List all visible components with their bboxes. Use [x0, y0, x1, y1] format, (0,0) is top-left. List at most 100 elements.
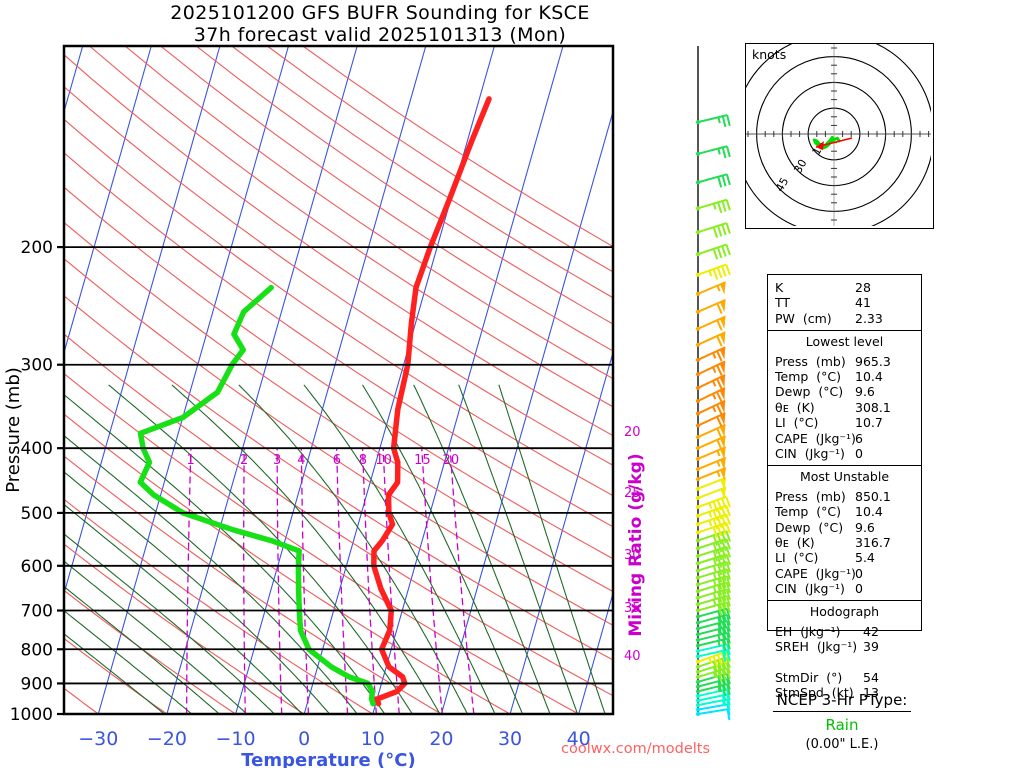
wind-barb-point	[696, 674, 700, 679]
wind-barb-full-feather	[721, 609, 727, 621]
mixing-ratio-tick-label: 2	[240, 453, 248, 468]
wind-barb-full-feather	[725, 264, 731, 276]
wind-barb-full-feather	[726, 644, 731, 656]
most-unstable-value: 9.6	[855, 519, 875, 535]
wind-barb-point	[696, 252, 700, 257]
wind-barb-point	[696, 632, 700, 637]
wind-barb-shaft	[697, 513, 727, 526]
lowest-level-row: θᴇ (K) 308.1	[775, 400, 921, 415]
wind-barb-point	[696, 513, 700, 518]
ptype-value: Rain	[825, 716, 859, 734]
wind-barb-point	[696, 180, 700, 185]
wind-barb-full-feather	[721, 200, 727, 212]
wind-barb-pennant	[719, 374, 726, 388]
dry-adiabat-line	[64, 85, 613, 466]
dry-adiabat-line	[64, 152, 613, 528]
dry-adiabat-line	[195, 46, 613, 325]
wind-barb-point	[696, 372, 700, 377]
mixing-ratio-tick-label: 15	[414, 453, 431, 468]
height-tick-label: 30	[624, 548, 641, 563]
wind-barb-full-feather	[716, 378, 723, 390]
wind-barb-half-feather	[711, 380, 717, 387]
hodograph-stat-value: 39	[863, 639, 879, 655]
wind-barb-full-feather	[725, 244, 731, 256]
hodograph-stat-row	[775, 655, 921, 670]
moist-adiabat-line	[64, 503, 303, 714]
wind-barb-half-feather	[708, 502, 713, 509]
wind-barb-point	[696, 291, 700, 296]
wind-barb-full-feather	[716, 247, 723, 259]
wind-barb-full-feather	[721, 650, 727, 662]
moist-adiabat-line	[64, 434, 358, 714]
wind-barb-half-feather	[708, 511, 713, 518]
moist-adiabat-line	[64, 533, 276, 714]
wind-barb-point	[696, 505, 700, 510]
wind-barb-full-feather	[717, 591, 723, 603]
wind-barb-shaft	[697, 575, 728, 586]
wind-barb-full-feather	[716, 416, 723, 428]
wind-barb-half-feather	[708, 657, 713, 664]
moist-adiabat-line	[171, 384, 441, 714]
wind-barb-full-feather	[725, 496, 731, 508]
most-unstable-label: Press (mb)	[775, 488, 846, 504]
lowest-level-value: 10.7	[855, 415, 883, 431]
pressure-tick-label: 1000	[10, 705, 53, 725]
wind-barb-shaft	[697, 387, 726, 402]
wind-barb-point	[696, 467, 700, 472]
wind-barb-full-feather	[721, 658, 727, 670]
wind-barb-pennant	[719, 316, 726, 330]
hodograph-stats-heading: Hodograph	[809, 604, 880, 620]
wind-barb-full-feather	[721, 555, 727, 567]
wind-barb-pennant	[720, 299, 726, 313]
wind-barb-full-feather	[712, 226, 719, 238]
wind-barb-full-feather	[721, 523, 727, 535]
wind-barb-point	[696, 694, 700, 699]
pressure-tick-label: 700	[21, 602, 53, 622]
height-tick-label: 25	[624, 486, 641, 501]
wind-barb-point	[696, 712, 700, 716]
hodograph-stat-value: 54	[863, 670, 879, 686]
temperature-tick-label: 20	[429, 728, 453, 750]
wind-barb-full-feather	[716, 364, 723, 376]
most-unstable-row: Temp (°C) 10.4	[775, 504, 921, 519]
moist-adiabat-line	[458, 384, 579, 714]
most-unstable-value: 5.4	[855, 550, 875, 566]
most-unstable-row: CAPE (Jkg⁻¹) 0	[775, 566, 921, 581]
watermark: coolwx.com/modelts	[561, 741, 711, 757]
wind-barb-full-feather	[726, 632, 731, 644]
wind-barb-half-feather	[712, 406, 717, 413]
wind-barb-full-feather	[725, 222, 731, 234]
wind-barb-full-feather	[712, 666, 719, 678]
lowest-level-label: θᴇ (K)	[775, 399, 815, 415]
hodograph-ring-label: 45	[773, 175, 791, 194]
wind-barb-full-feather	[721, 596, 727, 608]
wind-barb-full-feather	[725, 588, 731, 600]
mixing-ratio-tick-label: 1	[186, 453, 194, 468]
wind-barb-full-feather	[716, 391, 723, 403]
wind-barb-full-feather	[721, 175, 727, 187]
dry-adiabat-line	[64, 295, 613, 661]
wind-barb-point	[696, 614, 700, 619]
wind-barb-pennant	[720, 282, 726, 295]
wind-barb-full-feather	[721, 147, 727, 159]
wind-barb-full-feather	[721, 532, 727, 544]
wind-barb-half-feather	[712, 599, 717, 606]
wind-barb-full-feather	[716, 404, 723, 415]
wind-barb-full-feather	[717, 622, 723, 635]
wind-barb-point	[696, 446, 700, 451]
wind-barb-point	[696, 684, 700, 689]
hodograph-stat-row: SREH (Jkg⁻¹) 39	[775, 639, 921, 654]
wind-barb-full-feather	[717, 556, 723, 568]
isotherm-line	[166, 46, 358, 714]
wind-barb-full-feather	[725, 568, 731, 580]
wind-barb-full-feather	[726, 694, 731, 706]
wind-barb-full-feather	[721, 663, 727, 675]
wind-barb-half-feather	[712, 558, 717, 565]
wind-barb-full-feather	[721, 645, 727, 657]
dry-adiabat-line	[124, 46, 613, 380]
wind-barb-full-feather	[717, 681, 723, 693]
wind-barb-full-feather	[725, 530, 731, 542]
height-tick-label: 35	[624, 601, 641, 616]
title-line-2: 37h forecast valid 2025101313 (Mon)	[193, 24, 567, 46]
chart-title: 2025101200 GFS BUFR Sounding for KSCE 37…	[0, 2, 760, 46]
